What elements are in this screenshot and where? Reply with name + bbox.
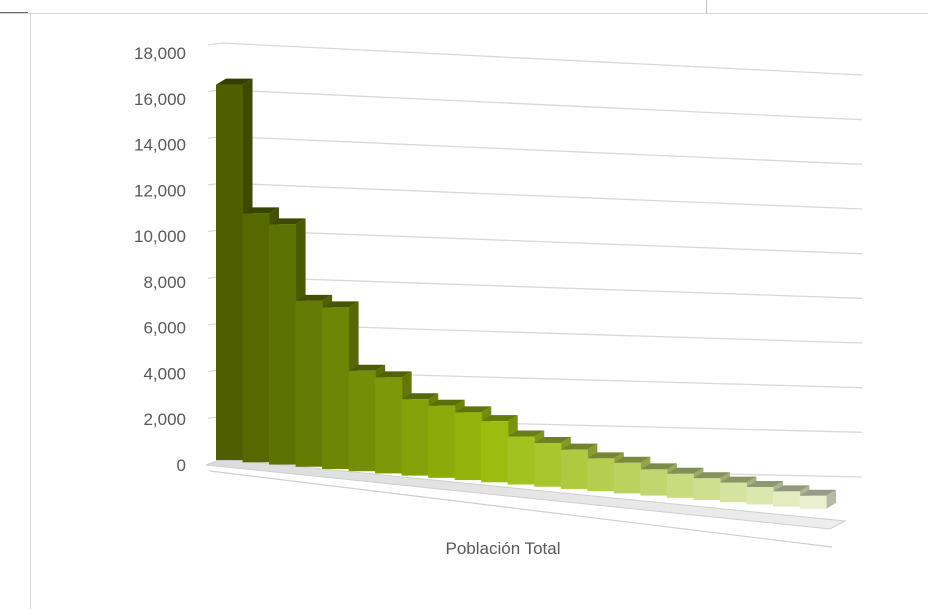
bar-front <box>216 84 244 461</box>
gridline <box>207 182 863 210</box>
bar-front <box>693 478 721 501</box>
bar-top <box>719 476 757 483</box>
bar-top <box>322 301 359 308</box>
bar-top <box>560 443 598 450</box>
bar-top <box>613 456 651 463</box>
bar-front <box>507 436 535 485</box>
bar-front <box>242 213 270 463</box>
y-tick-label: 12,000 <box>134 181 186 200</box>
bar-front <box>746 486 774 505</box>
bar-top <box>216 78 253 85</box>
bar-front <box>454 412 482 481</box>
bar-front <box>428 405 456 478</box>
bar-front <box>348 370 376 472</box>
y-tick-label: 4,000 <box>143 364 186 383</box>
left-frame-line <box>30 14 31 609</box>
bar-front <box>666 473 694 498</box>
bar-top <box>348 364 386 371</box>
bar-top <box>428 399 465 406</box>
bar-front <box>401 399 429 476</box>
bar-front <box>719 482 748 503</box>
bar-front <box>799 495 827 509</box>
bar-front <box>613 462 641 494</box>
y-tick-label: 2,000 <box>143 410 186 429</box>
bar-top <box>375 371 412 378</box>
bar-top <box>507 430 545 437</box>
bar-front <box>560 449 588 489</box>
bar-side <box>826 489 836 509</box>
bar-top <box>799 489 836 496</box>
bar-front <box>534 443 562 487</box>
bar-top <box>693 472 730 479</box>
y-tick-label: 16,000 <box>134 90 186 109</box>
bar-top <box>295 294 333 301</box>
bar-top <box>401 393 439 400</box>
bar-front <box>322 307 350 469</box>
bar-front <box>772 491 801 507</box>
top-left-edge <box>0 0 28 13</box>
chart-floor <box>205 458 847 548</box>
bar-top <box>481 415 518 422</box>
bar-top <box>534 437 571 444</box>
y-tick-label: 8,000 <box>143 273 186 292</box>
top-border <box>0 13 928 14</box>
bar-front <box>481 421 509 483</box>
bar-top <box>454 406 492 413</box>
bar-group <box>216 78 836 509</box>
y-tick-label: 10,000 <box>134 227 186 246</box>
window-top-strip <box>0 0 928 14</box>
bar-top <box>269 218 306 225</box>
y-tick-labels: 0 2,000 4,000 6,000 8,000 10,000 12,000 14,000 1… <box>134 44 186 475</box>
x-axis-label: Población Total <box>446 539 561 558</box>
bar <box>799 489 836 509</box>
gridline <box>207 42 863 76</box>
gridline <box>207 89 863 121</box>
floor-plane <box>205 458 847 530</box>
bar-top <box>587 452 624 459</box>
y-tick-label: 14,000 <box>134 136 186 155</box>
bar-top <box>666 467 704 474</box>
bar-front <box>269 224 297 465</box>
bar-top <box>242 207 280 214</box>
bar-front <box>640 469 668 496</box>
y-tick-label: 0 <box>177 456 186 475</box>
bar-top <box>640 463 677 470</box>
bar-front <box>587 458 615 492</box>
gridline <box>207 135 863 165</box>
y-tick-label: 6,000 <box>143 319 186 338</box>
y-tick-label: 18,000 <box>134 44 186 63</box>
bar-top <box>746 480 783 487</box>
gridline <box>207 229 863 255</box>
bar-top <box>772 485 810 492</box>
floor-edge <box>209 470 833 548</box>
bar-front <box>295 300 323 467</box>
bar-front <box>375 377 403 474</box>
top-divider <box>706 0 707 13</box>
